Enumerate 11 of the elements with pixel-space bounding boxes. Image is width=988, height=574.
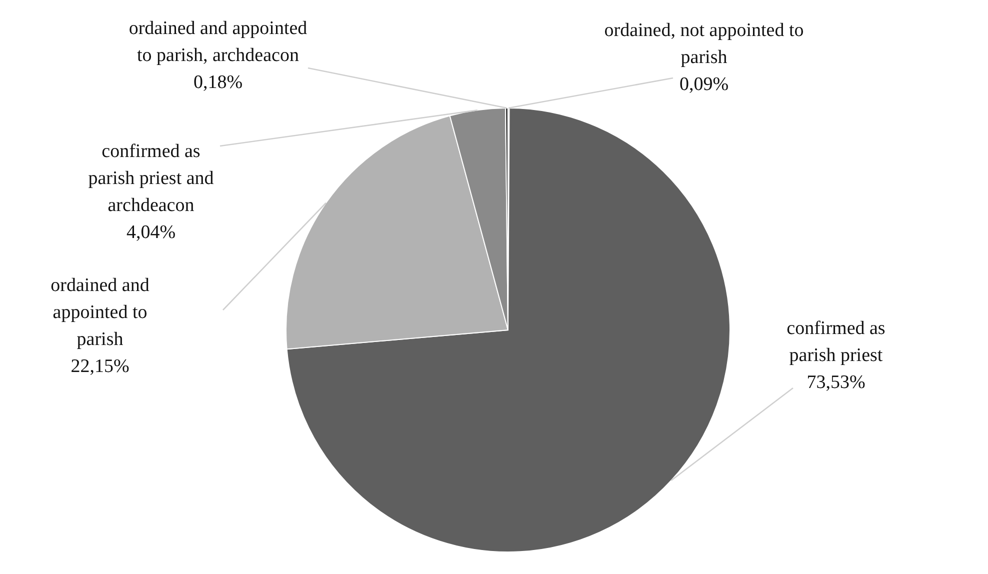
data-label: 73,53% xyxy=(806,372,866,393)
slice-label: confirmed as parish priest xyxy=(786,318,886,366)
slice-label: ordained, not appointed to parish xyxy=(604,20,804,68)
data-label: 0,09% xyxy=(679,74,729,95)
data-label: 4,04% xyxy=(126,222,176,243)
data-label: 22,15% xyxy=(70,356,130,377)
slice-label: ordained and appointed to parish xyxy=(50,275,150,350)
slice-label: ordained and appointed to parish, archdeacon xyxy=(128,18,308,66)
slice-label: confirmed as parish priest and archdeacon xyxy=(88,141,214,216)
data-label: 0,18% xyxy=(193,72,243,93)
pie-slice xyxy=(286,108,730,552)
